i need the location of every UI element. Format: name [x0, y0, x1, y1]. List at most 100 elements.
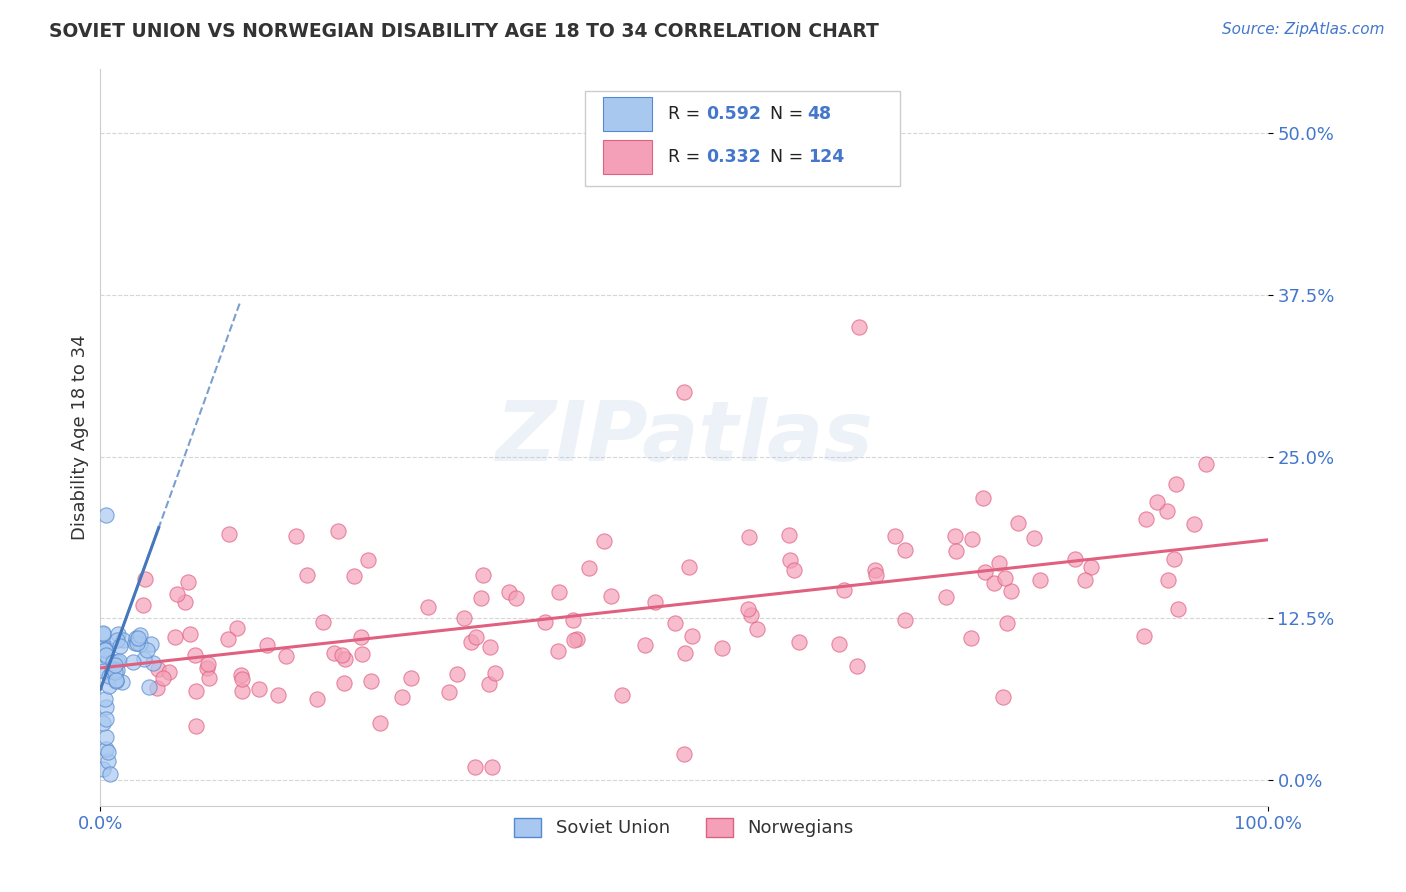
Point	[104, 665, 127, 679]
Point	[231, 684, 253, 698]
Point	[330, 648, 353, 662]
Point	[146, 681, 169, 696]
Point	[100, 665, 122, 679]
Point	[132, 599, 155, 613]
Point	[484, 666, 506, 681]
Point	[128, 637, 150, 651]
Point	[350, 647, 373, 661]
Point	[1146, 495, 1168, 509]
Point	[832, 583, 855, 598]
Point	[357, 553, 380, 567]
Point	[125, 631, 148, 645]
Text: N =: N =	[759, 148, 808, 166]
Point	[93, 642, 115, 657]
Point	[894, 543, 917, 558]
Point	[198, 671, 221, 685]
Point	[943, 529, 966, 543]
Point	[229, 668, 252, 682]
Point	[247, 681, 270, 696]
Point	[91, 762, 114, 776]
Point	[481, 760, 503, 774]
Point	[96, 712, 118, 726]
Point	[505, 591, 527, 605]
Point	[97, 755, 120, 769]
Point	[139, 637, 162, 651]
Point	[343, 569, 366, 583]
Point	[105, 633, 128, 648]
Point	[548, 585, 571, 599]
Text: R =: R =	[668, 105, 706, 123]
Point	[478, 677, 501, 691]
Point	[93, 665, 115, 679]
Point	[747, 623, 769, 637]
Point	[183, 648, 205, 662]
Point	[1182, 517, 1205, 532]
Text: 124: 124	[807, 148, 844, 166]
Point	[217, 632, 239, 646]
Text: R =: R =	[668, 148, 706, 166]
Point	[1167, 602, 1189, 616]
FancyBboxPatch shape	[603, 97, 652, 131]
Point	[165, 630, 187, 644]
Point	[471, 567, 494, 582]
Point	[993, 690, 1015, 704]
Point	[96, 731, 118, 745]
Point	[1000, 583, 1022, 598]
Point	[446, 667, 468, 681]
Point	[664, 615, 686, 630]
Point	[104, 658, 127, 673]
Point	[1080, 560, 1102, 574]
Point	[863, 563, 886, 577]
Point	[460, 635, 482, 649]
Point	[1163, 551, 1185, 566]
Y-axis label: Disability Age 18 to 34: Disability Age 18 to 34	[72, 334, 89, 540]
Point	[634, 638, 657, 652]
Text: 0.592: 0.592	[706, 105, 761, 123]
Point	[612, 688, 634, 702]
Point	[479, 640, 502, 655]
Point	[439, 685, 461, 699]
Point	[267, 688, 290, 702]
Point	[134, 572, 156, 586]
Point	[101, 662, 124, 676]
Point	[464, 760, 486, 774]
Point	[1029, 573, 1052, 587]
Point	[789, 634, 811, 648]
Text: SOVIET UNION VS NORWEGIAN DISABILITY AGE 18 TO 34 CORRELATION CHART: SOVIET UNION VS NORWEGIAN DISABILITY AGE…	[49, 22, 879, 41]
Point	[108, 654, 131, 668]
Point	[322, 646, 344, 660]
Point	[152, 671, 174, 685]
Text: N =: N =	[759, 105, 808, 123]
Point	[124, 636, 146, 650]
Point	[1156, 504, 1178, 518]
Point	[547, 644, 569, 658]
Point	[672, 384, 695, 399]
Point	[105, 674, 128, 689]
Point	[195, 661, 218, 675]
Point	[391, 690, 413, 705]
Point	[416, 600, 439, 615]
Point	[534, 615, 557, 630]
Point	[307, 692, 329, 706]
Text: Source: ZipAtlas.com: Source: ZipAtlas.com	[1222, 22, 1385, 37]
Point	[644, 595, 666, 609]
Point	[138, 680, 160, 694]
Point	[562, 632, 585, 647]
Point	[142, 657, 165, 671]
Point	[157, 665, 180, 679]
Point	[1133, 629, 1156, 643]
Point	[1074, 573, 1097, 587]
Point	[350, 630, 373, 644]
Point	[828, 637, 851, 651]
Point	[111, 632, 134, 647]
Point	[94, 742, 117, 756]
Point	[498, 585, 520, 599]
Point	[91, 715, 114, 730]
Point	[184, 684, 207, 698]
Point	[276, 648, 298, 663]
Point	[312, 615, 335, 630]
Point	[256, 638, 278, 652]
Point	[562, 613, 585, 627]
Point	[945, 543, 967, 558]
Point	[97, 652, 120, 666]
